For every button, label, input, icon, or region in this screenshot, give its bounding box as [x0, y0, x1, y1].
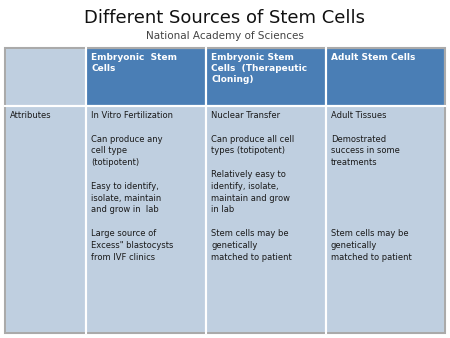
- Text: In Vitro Fertilization

Can produce any
cell type
(totipotent)

Easy to identify: In Vitro Fertilization Can produce any c…: [91, 111, 174, 262]
- Text: National Academy of Sciences: National Academy of Sciences: [146, 31, 304, 41]
- Bar: [326, 106, 445, 333]
- Bar: [206, 106, 326, 333]
- Text: Embryonic  Stem
Cells: Embryonic Stem Cells: [91, 53, 177, 73]
- Bar: [5, 48, 86, 106]
- Bar: [206, 48, 326, 106]
- Text: Different Sources of Stem Cells: Different Sources of Stem Cells: [85, 9, 365, 27]
- Bar: [5, 106, 86, 333]
- Text: Adult Tissues

Demostrated
success in some
treatments





Stem cells may be
gen: Adult Tissues Demostrated success in som…: [331, 111, 411, 262]
- Bar: [86, 106, 206, 333]
- Text: Nuclear Transfer

Can produce all cell
types (totipotent)

Relatively easy to
id: Nuclear Transfer Can produce all cell ty…: [211, 111, 294, 262]
- Text: Embryonic Stem
Cells  (Therapeutic
Cloning): Embryonic Stem Cells (Therapeutic Clonin…: [211, 53, 307, 84]
- Bar: [326, 48, 445, 106]
- Text: Adult Stem Cells: Adult Stem Cells: [331, 53, 415, 62]
- Bar: [86, 48, 206, 106]
- Text: Attributes: Attributes: [10, 111, 52, 120]
- Bar: [5, 48, 445, 333]
